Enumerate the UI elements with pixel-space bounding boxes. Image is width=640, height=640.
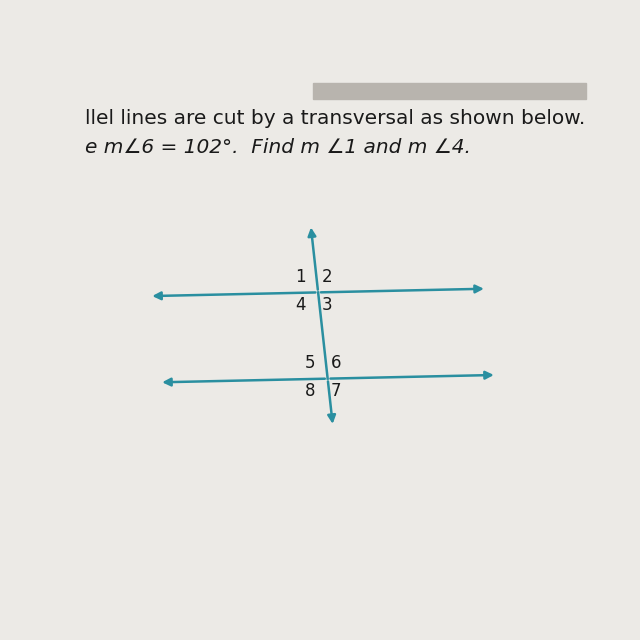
Text: 8: 8: [305, 382, 316, 400]
Text: llel lines are cut by a transversal as shown below.: llel lines are cut by a transversal as s…: [85, 109, 585, 128]
Text: 1: 1: [296, 268, 306, 286]
Text: 6: 6: [331, 354, 341, 372]
Text: 2: 2: [321, 268, 332, 286]
Text: 4: 4: [296, 296, 306, 314]
Text: 3: 3: [321, 296, 332, 314]
Text: 5: 5: [305, 354, 316, 372]
Text: 7: 7: [331, 382, 341, 400]
Bar: [313, 83, 586, 99]
Text: e m∠6 = 102°.  Find m ∠1 and m ∠4.: e m∠6 = 102°. Find m ∠1 and m ∠4.: [85, 138, 471, 157]
